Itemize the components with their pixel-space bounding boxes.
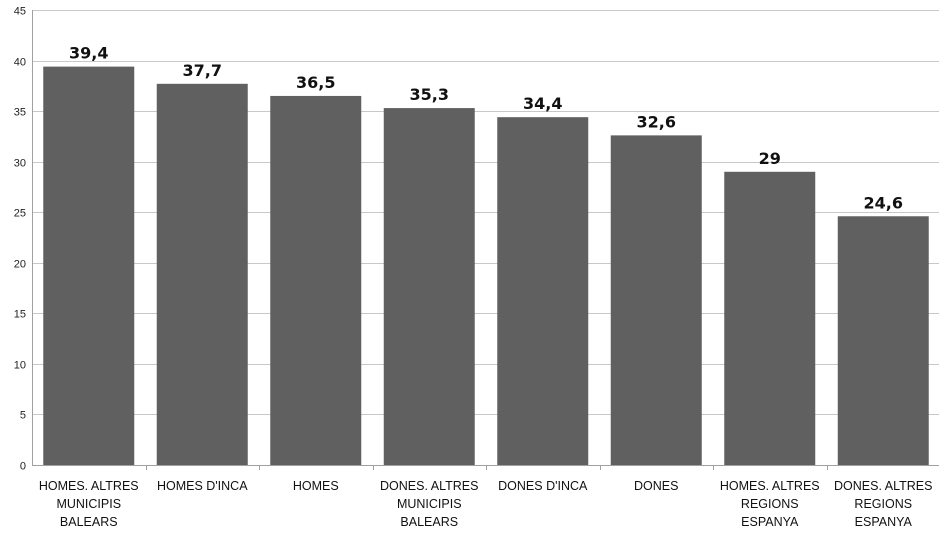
bar bbox=[724, 171, 816, 465]
x-category-label: HOMES. ALTRES MUNICIPIS BALEARS bbox=[39, 479, 139, 529]
x-category-label-line: BALEARS bbox=[400, 515, 458, 529]
data-label: 35,3 bbox=[410, 85, 449, 104]
data-label: 34,4 bbox=[523, 94, 562, 113]
data-label: 24,6 bbox=[864, 193, 903, 212]
x-category-label: HOMES. ALTRES REGIONS ESPANYA bbox=[720, 479, 820, 529]
x-category-label-line: REGIONS bbox=[854, 497, 912, 511]
y-tick-label: 5 bbox=[20, 410, 26, 422]
x-category-label-line: HOMES. ALTRES bbox=[720, 479, 820, 493]
x-category-label-line: DONES bbox=[634, 479, 678, 493]
x-category-label-line: REGIONS bbox=[741, 497, 799, 511]
bar bbox=[156, 83, 248, 466]
x-category-label-line: DONES. ALTRES bbox=[380, 479, 478, 493]
labels: 0 5 10 15 20 25 30 35 40 45 39,4 HOMES. ALTRES MUNIC… bbox=[14, 6, 933, 530]
data-label: 29 bbox=[759, 149, 781, 168]
x-category-label-line: MUNICIPIS bbox=[397, 497, 462, 511]
data-label: 32,6 bbox=[637, 112, 676, 131]
x-category-label: DONES. ALTRES REGIONS ESPANYA bbox=[834, 479, 932, 529]
x-category-label-line: ESPANYA bbox=[855, 515, 913, 529]
x-category-label-line: HOMES. ALTRES bbox=[39, 479, 139, 493]
x-category-label-line: DONES. ALTRES bbox=[834, 479, 932, 493]
bar bbox=[837, 216, 929, 465]
x-category-label-line: MUNICIPIS bbox=[56, 497, 121, 511]
bars bbox=[43, 66, 929, 466]
bar bbox=[270, 95, 362, 465]
bar bbox=[610, 135, 702, 465]
y-tick-label: 25 bbox=[14, 208, 26, 220]
bar bbox=[383, 108, 475, 466]
data-label: 37,7 bbox=[183, 61, 222, 80]
bar bbox=[43, 66, 135, 465]
y-tick-label: 40 bbox=[14, 57, 26, 69]
y-tick-label: 10 bbox=[14, 360, 26, 372]
x-category-label-line: HOMES D'INCA bbox=[157, 479, 248, 493]
y-tick-label: 45 bbox=[14, 6, 26, 18]
y-tick-label: 15 bbox=[14, 309, 26, 321]
x-category-label: DONES D'INCA bbox=[498, 479, 588, 493]
y-tick-label: 35 bbox=[14, 107, 26, 119]
x-category-label-line: DONES D'INCA bbox=[498, 479, 588, 493]
x-category-label: DONES bbox=[634, 479, 678, 493]
x-category-label: HOMES D'INCA bbox=[157, 479, 248, 493]
bar bbox=[497, 117, 589, 465]
axes bbox=[32, 10, 939, 470]
x-category-label-line: HOMES bbox=[293, 479, 339, 493]
y-tick-label: 30 bbox=[14, 158, 26, 170]
y-tick-label: 0 bbox=[20, 461, 26, 473]
data-label: 36,5 bbox=[296, 73, 335, 92]
x-category-label: HOMES bbox=[293, 479, 339, 493]
x-category-label: DONES. ALTRES MUNICIPIS BALEARS bbox=[380, 479, 478, 529]
x-category-label-line: BALEARS bbox=[60, 515, 118, 529]
data-label: 39,4 bbox=[69, 44, 108, 63]
y-tick-label: 20 bbox=[14, 259, 26, 271]
x-category-label-line: ESPANYA bbox=[741, 515, 799, 529]
